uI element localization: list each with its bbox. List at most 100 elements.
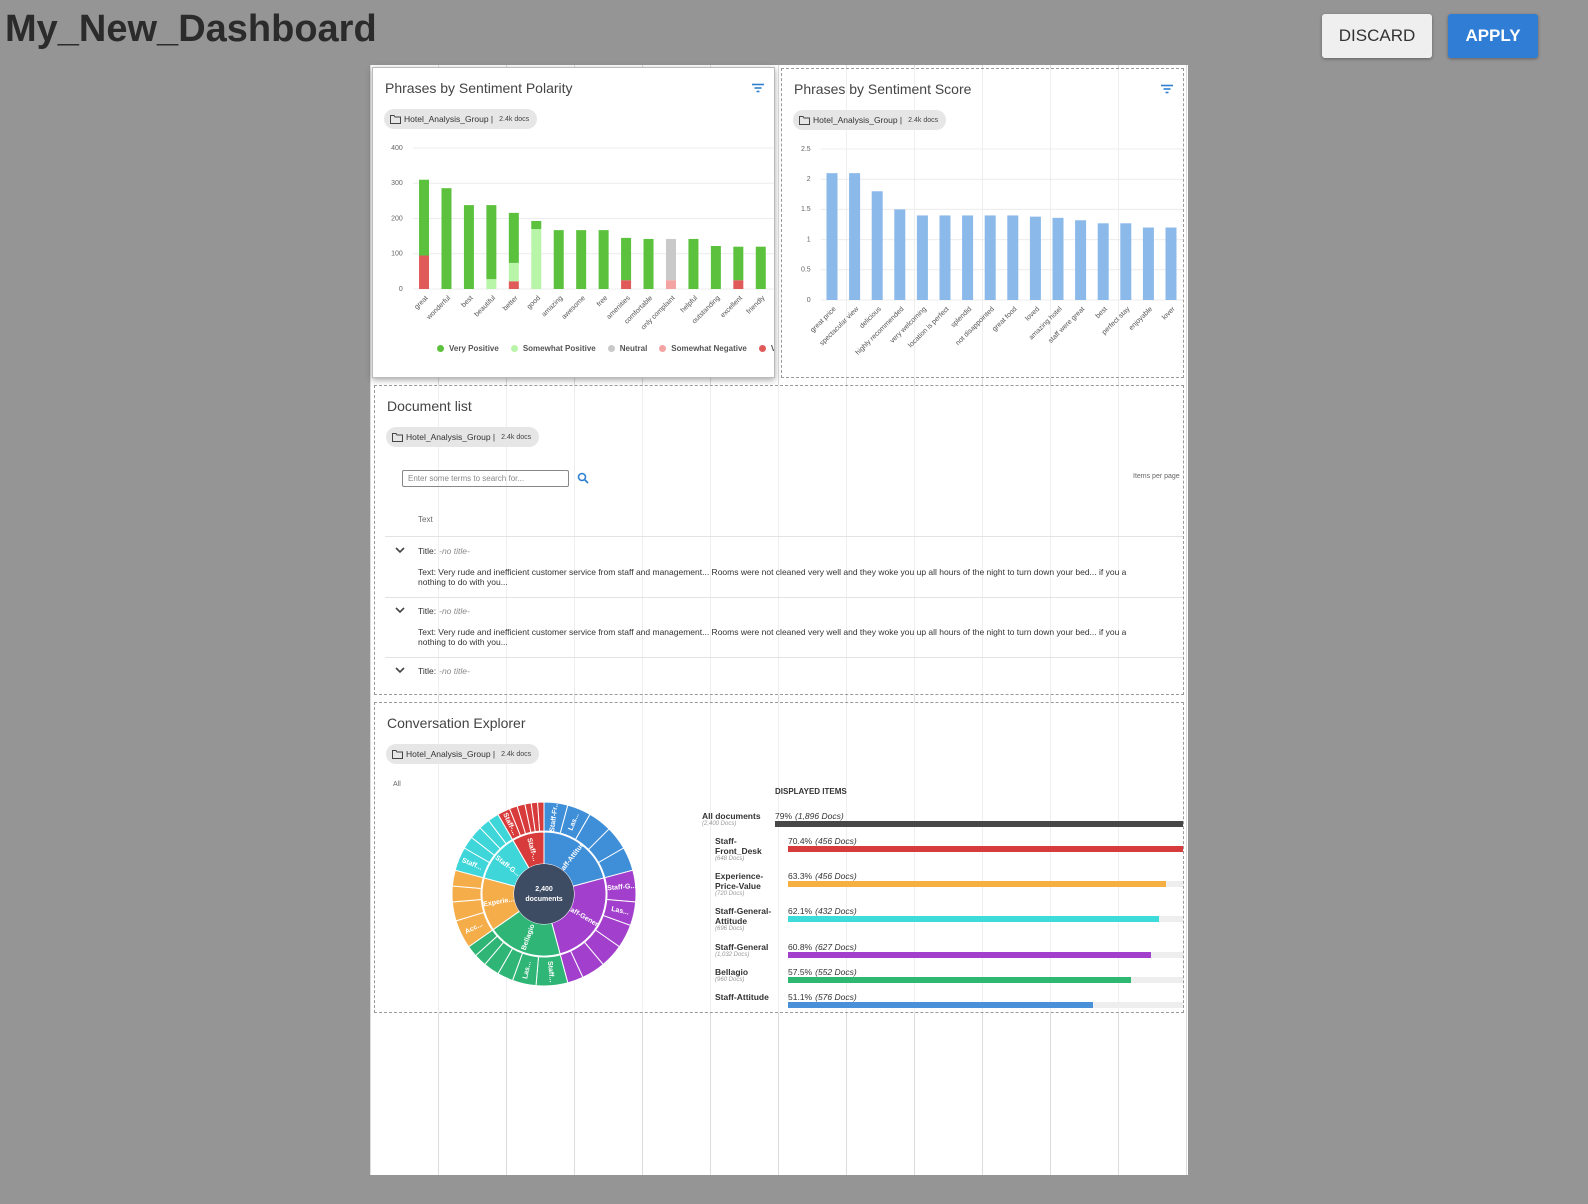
x-tick-label: better [502, 294, 520, 312]
legend-item[interactable]: Very Positive [437, 344, 499, 353]
filter-icon[interactable] [1161, 84, 1173, 94]
item-percent: 57.5% (552 Docs) [788, 967, 857, 977]
item-name: Staff-General-Attitude [715, 906, 772, 926]
docs-label: (456 Docs) [815, 871, 857, 881]
legend-item[interactable]: Somewhat Positive [510, 344, 596, 353]
bar-segment [441, 188, 452, 289]
discard-button[interactable]: DISCARD [1322, 14, 1432, 58]
item-percent: 70.4% (456 Docs) [788, 836, 857, 846]
title-label: Title: [418, 546, 437, 556]
item-name: Staff-General [715, 942, 769, 952]
source-chip[interactable]: Hotel_Analysis_Group | 2.4k docs [386, 427, 540, 447]
bar [916, 215, 928, 300]
source-chip[interactable]: Hotel_Analysis_Group | 2.4k docs [386, 744, 540, 764]
bar-segment [688, 238, 699, 289]
item-name: Bellagio [715, 967, 749, 977]
row-text: nothing to do with you... [418, 637, 508, 647]
bar [1165, 227, 1177, 300]
chevron-shape [395, 667, 405, 674]
item-percent: 60.8% (627 Docs) [788, 942, 857, 952]
percent-label: 63.3% [788, 871, 813, 881]
folder-shape [799, 115, 810, 125]
bar-segment [419, 255, 430, 289]
percent-label: 70.4% [788, 836, 813, 846]
item-name-block: Staff-General (1,032 Docs) [715, 942, 777, 959]
bar [1097, 223, 1109, 300]
items-per-page-label: Items per page [1133, 473, 1180, 480]
item-bar[interactable] [788, 916, 1159, 922]
source-docs: 2.4k docs [499, 115, 530, 123]
search-lens [577, 472, 587, 482]
x-tick-label: great [414, 295, 430, 311]
chevron-shape [395, 547, 405, 554]
legend-label: Somewhat Positive [522, 344, 596, 353]
source-docs: 2.4k docs [501, 750, 532, 758]
item-name-block: Staff-Attitude [715, 992, 777, 1002]
item-bar[interactable] [788, 1002, 1094, 1008]
legend-item[interactable]: Very Negative [758, 344, 774, 353]
source-name: Hotel_Analysis_Group | [404, 114, 494, 124]
item-bar[interactable] [775, 821, 1183, 827]
apply-button[interactable]: APPLY [1448, 14, 1538, 58]
row-separator [385, 597, 1183, 598]
legend-swatch [758, 345, 766, 352]
expand-chevron[interactable] [395, 547, 405, 554]
docs-label: (627 Docs) [815, 942, 857, 952]
folder-shape [392, 432, 403, 442]
sunburst-center[interactable] [514, 864, 574, 924]
conversation-explorer-widget[interactable]: All Staff-Attitude Staff-Fr... Las... Staff-… [374, 702, 1184, 1013]
bar [939, 215, 951, 300]
legend-swatch [437, 345, 444, 352]
item-bar[interactable] [788, 846, 1183, 852]
legend-label: Very Positive [449, 344, 499, 353]
item-name-block: All documents (2,400 Docs) [702, 811, 772, 828]
x-tick-label: good [526, 295, 542, 311]
center-label: 2,400 [535, 886, 553, 893]
source-docs: 2.4k docs [501, 433, 532, 441]
item-name-block: Experience-Price-Value (720 Docs) [715, 871, 777, 898]
y-tick-label: 0 [399, 286, 403, 293]
expand-chevron[interactable] [395, 607, 405, 614]
item-bar[interactable] [788, 952, 1151, 958]
polarity-widget[interactable]: 0 100 200 300 400 great wonderful best beautiful… [372, 67, 775, 378]
bar-segment [733, 246, 744, 281]
item-total: (696 Docs) [715, 926, 745, 932]
title-label: Title: [418, 666, 437, 676]
item-percent: 51.1% (576 Docs) [788, 992, 857, 1002]
row-separator [385, 657, 1183, 658]
document-list-widget[interactable]: Document list Hotel_Analysis_Group | 2.4k… [374, 385, 1184, 695]
bar-segment [710, 245, 721, 289]
source-chip[interactable]: Hotel_Analysis_Group | 2.4k docs [793, 110, 947, 130]
x-tick-label: awesome [561, 295, 587, 321]
title-value: -no title- [439, 666, 470, 676]
center-label: documents [525, 896, 562, 903]
legend-swatch [510, 345, 518, 352]
subsegment-label: Las... [522, 961, 533, 980]
x-tick-label: location is perfect [907, 306, 951, 350]
x-tick-label: loved [1024, 306, 1041, 323]
docs-label: (432 Docs) [815, 906, 857, 916]
legend-item[interactable]: Somewhat Negative [659, 344, 747, 353]
search-handle [583, 478, 589, 484]
column-header: Text [418, 515, 433, 524]
expand-chevron[interactable] [395, 667, 405, 674]
source-docs: 2.4k docs [908, 116, 939, 124]
percent-label: 62.1% [788, 906, 813, 916]
item-bar[interactable] [788, 977, 1132, 983]
source-chip[interactable]: Hotel_Analysis_Group | 2.4k docs [384, 109, 538, 129]
folder-icon [799, 115, 810, 125]
search-input[interactable]: Enter some terms to search for... [402, 470, 569, 487]
bar-segment [531, 220, 542, 230]
y-tick-label: 2 [807, 176, 811, 183]
score-widget[interactable]: 0 0.5 1 1.5 2 2.5 great price spectacular view d… [781, 68, 1184, 378]
search-icon[interactable] [577, 472, 589, 484]
chevron-shape [395, 607, 405, 614]
y-tick-label: 1 [807, 236, 811, 243]
legend-item[interactable]: Neutral [607, 344, 647, 353]
item-bar[interactable] [788, 881, 1166, 887]
bar [826, 173, 838, 300]
source-name: Hotel_Analysis_Group | [406, 432, 496, 442]
sunburst-subsegment[interactable] [537, 801, 545, 832]
row-title: Title: -no title- [418, 666, 470, 676]
filter-icon[interactable] [752, 83, 764, 93]
